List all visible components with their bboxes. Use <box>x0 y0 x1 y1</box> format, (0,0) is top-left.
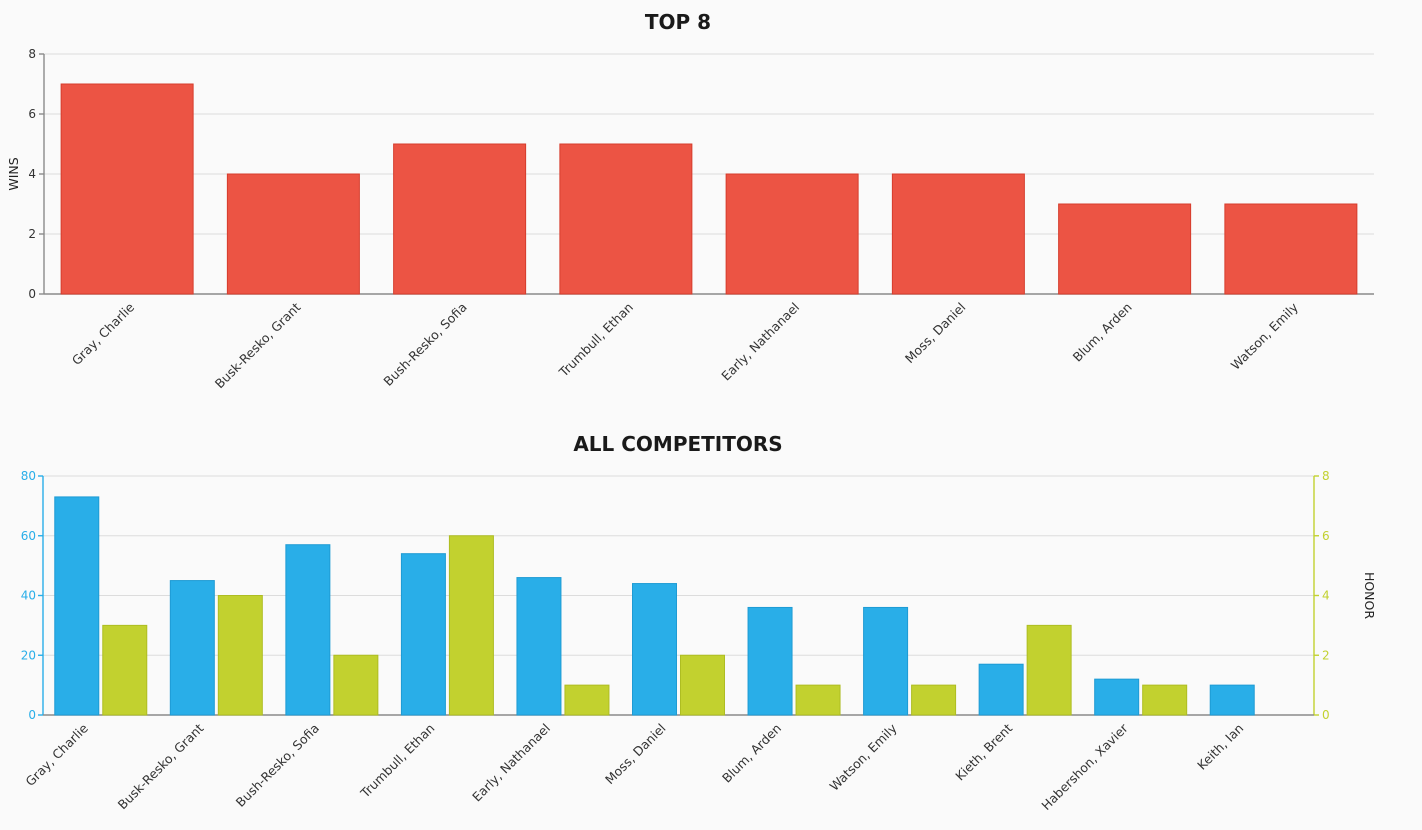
bar-honor <box>795 684 841 716</box>
y-tick-label: 40 <box>21 589 36 603</box>
bar-left-series <box>1209 684 1255 716</box>
x-category-label: Moss, Daniel <box>602 721 669 788</box>
chart-title: ALL COMPETITORS <box>573 432 782 456</box>
x-category-label: Trumbull, Ethan <box>555 300 636 381</box>
y-tick-label: 0 <box>28 287 36 301</box>
bar-left-series <box>1094 678 1140 716</box>
x-category-label: Busk-Resko, Grant <box>115 720 207 812</box>
bar-wins <box>1058 203 1192 295</box>
bar-wins <box>1224 203 1358 295</box>
bar-left-series <box>54 496 100 716</box>
x-category-label: Habershon, Xavier <box>1038 720 1131 813</box>
x-category-label: Kieth, Brent <box>952 720 1015 783</box>
x-category-label: Keith, Ian <box>1194 721 1246 773</box>
y-tick-label: 8 <box>28 47 36 61</box>
x-category-label: Watson, Emily <box>826 720 900 794</box>
bar-wins <box>559 143 693 295</box>
y2-tick-label: 8 <box>1322 469 1330 483</box>
bar-left-series <box>516 577 562 716</box>
y-tick-label: 6 <box>28 107 36 121</box>
bar-honor <box>680 654 725 716</box>
y2-tick-label: 0 <box>1322 708 1330 722</box>
bar-wins <box>891 173 1025 295</box>
y2-tick-label: 2 <box>1322 648 1330 662</box>
bar-honor <box>333 654 379 716</box>
y-tick-label: 60 <box>21 529 36 543</box>
y2-tick-label: 4 <box>1322 589 1330 603</box>
bar-left-series <box>747 606 793 716</box>
x-category-label: Blum, Arden <box>719 721 784 786</box>
y-tick-label: 2 <box>28 227 36 241</box>
bar-left-series <box>863 606 909 716</box>
y-tick-label: 20 <box>21 648 36 662</box>
bar-honor <box>217 595 263 716</box>
bar-left-series <box>978 663 1024 716</box>
y-axis-label: WINS <box>6 157 21 190</box>
bar-honor <box>911 684 957 716</box>
x-category-label: Trumbull, Ethan <box>357 721 438 802</box>
bar-honor <box>1026 624 1072 716</box>
x-category-label: Moss, Daniel <box>902 300 969 367</box>
bar-honor <box>102 624 148 716</box>
y-tick-label: 80 <box>21 469 36 483</box>
y-tick-label: 0 <box>28 708 36 722</box>
top8-chart: TOP 8 0 2 4 6 8 WINS Gray, Charlie Busk-Resko, G… <box>6 10 1374 391</box>
bar-wins <box>226 173 360 295</box>
bar-left-series <box>632 583 677 716</box>
bar-honor <box>448 535 494 716</box>
x-category-label: Gray, Charlie <box>69 299 138 368</box>
bar-wins <box>725 173 859 295</box>
x-category-label: Watson, Emily <box>1228 299 1302 373</box>
bar-left-series <box>400 553 446 716</box>
bar-left-series <box>169 580 215 716</box>
bar-wins <box>393 143 527 295</box>
x-category-label: Bush-Resko, Sofia <box>380 300 469 389</box>
y-tick-label: 4 <box>28 167 36 181</box>
x-category-label: Blum, Arden <box>1070 300 1135 365</box>
bar-honor <box>1142 684 1188 716</box>
bar-wins <box>60 83 194 295</box>
x-category-label: Gray, Charlie <box>22 720 91 789</box>
bar-left-series <box>285 544 331 716</box>
y2-axis-label: HONOR <box>1362 572 1377 619</box>
x-category-label: Bush-Resko, Sofia <box>233 721 322 810</box>
bar-honor <box>564 684 610 716</box>
x-category-label: Early, Nathanael <box>718 300 802 384</box>
all-competitors-chart: ALL COMPETITORS 0 20 40 60 80 0 2 4 6 8 HONOR Gray, … <box>21 432 1377 813</box>
x-category-label: Busk-Resko, Grant <box>212 299 304 391</box>
y2-tick-label: 6 <box>1322 529 1330 543</box>
x-category-label: Early, Nathanael <box>469 721 553 805</box>
chart-title: TOP 8 <box>645 10 711 34</box>
